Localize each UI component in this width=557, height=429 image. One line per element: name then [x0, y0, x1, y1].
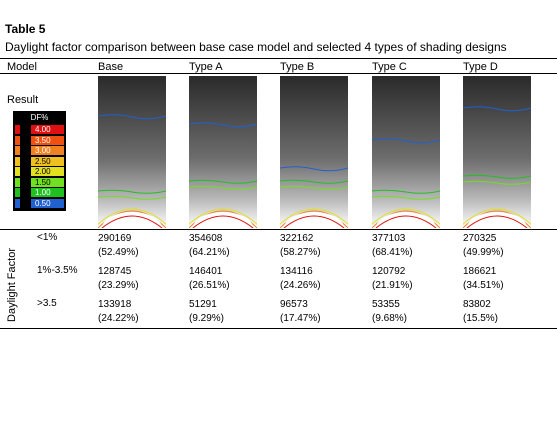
legend-value: 1.00 — [31, 188, 61, 197]
daylight-factor-label: Daylight Factor — [6, 248, 18, 322]
legend-swatch-left — [15, 177, 20, 187]
table-cell: 51291 (9.29%) — [189, 298, 224, 326]
table-cell: 134116 (24.26%) — [280, 265, 321, 293]
cell-percent: (68.41%) — [372, 247, 413, 258]
legend-value: 3.00 — [31, 146, 61, 155]
image-row-rule — [0, 229, 557, 230]
table-caption: Daylight factor comparison between base … — [5, 40, 507, 54]
cell-count: 354608 — [189, 233, 223, 244]
cell-percent: (24.22%) — [98, 313, 139, 324]
legend-swatch-left — [15, 135, 20, 145]
legend-swatch-right — [59, 188, 64, 197]
header-type-a: Type A — [189, 61, 223, 73]
cell-count: 128745 — [98, 266, 132, 277]
table-cell: 354608 (64.21%) — [189, 232, 230, 260]
cell-percent: (26.51%) — [189, 280, 230, 291]
row-label: 1%-3.5% — [37, 265, 78, 276]
render-base — [98, 76, 166, 228]
header-type-d: Type D — [463, 61, 498, 73]
cell-count: 377103 — [372, 233, 406, 244]
render-type-a — [189, 76, 257, 228]
legend-swatch-right — [59, 135, 64, 145]
legend-value: 2.00 — [31, 167, 61, 176]
cell-percent: (34.51%) — [463, 280, 504, 291]
table-cell: 120792 (21.91%) — [372, 265, 413, 293]
legend-swatch-left — [15, 188, 20, 197]
cell-count: 290169 — [98, 233, 132, 244]
table-cell: 53355 (9.68%) — [372, 298, 407, 326]
cell-count: 133918 — [98, 299, 132, 310]
legend-value: 1.50 — [31, 177, 61, 187]
df-legend: DF% 4.00 3.50 3.00 2.50 2.00 1.50 1.00 0.50 — [13, 111, 66, 211]
table-cell: 322162 (58.27%) — [280, 232, 321, 260]
table-number: Table 5 — [5, 22, 46, 36]
table-cell: 146401 (26.51%) — [189, 265, 230, 293]
render-type-b — [280, 76, 348, 228]
render-type-d — [463, 76, 531, 228]
table-cell: 270325 (49.99%) — [463, 232, 504, 260]
cell-count: 146401 — [189, 266, 223, 277]
cell-count: 51291 — [189, 299, 217, 310]
table-cell: 128745 (23.29%) — [98, 265, 139, 293]
legend-swatch-left — [15, 146, 20, 155]
table-cell: 83802 (15.5%) — [463, 298, 498, 326]
cell-count: 53355 — [372, 299, 400, 310]
cell-percent: (21.91%) — [372, 280, 413, 291]
legend-value: 3.50 — [31, 135, 61, 145]
table-cell: 377103 (68.41%) — [372, 232, 413, 260]
cell-percent: (49.99%) — [463, 247, 504, 258]
cell-count: 270325 — [463, 233, 497, 244]
legend-swatch-left — [15, 167, 20, 176]
cell-count: 83802 — [463, 299, 491, 310]
legend-swatch-right — [59, 125, 64, 134]
table-cell: 133918 (24.22%) — [98, 298, 139, 326]
table-cell: 290169 (52.49%) — [98, 232, 139, 260]
header-model: Model — [7, 61, 37, 73]
legend-value: 2.50 — [31, 156, 61, 166]
table-cell: 186621 (34.51%) — [463, 265, 504, 293]
cell-percent: (24.26%) — [280, 280, 321, 291]
legend-swatch-left — [15, 156, 20, 166]
header-base: Base — [98, 61, 124, 73]
cell-percent: (52.49%) — [98, 247, 139, 258]
table-cell: 96573 (17.47%) — [280, 298, 321, 326]
cell-count: 96573 — [280, 299, 308, 310]
row-label: >3.5 — [37, 298, 57, 309]
header-rule — [0, 73, 557, 74]
legend-swatch-right — [59, 198, 64, 208]
header-type-c: Type C — [372, 61, 407, 73]
legend-value: 0.50 — [31, 198, 61, 208]
header-type-b: Type B — [280, 61, 315, 73]
cell-count: 134116 — [280, 266, 313, 277]
legend-swatch-right — [59, 146, 64, 155]
cell-percent: (58.27%) — [280, 247, 321, 258]
cell-count: 186621 — [463, 266, 497, 277]
cell-count: 120792 — [372, 266, 406, 277]
cell-percent: (15.5%) — [463, 313, 499, 324]
row-label: <1% — [37, 232, 58, 243]
cell-percent: (9.29%) — [189, 313, 225, 324]
top-rule — [0, 58, 557, 59]
legend-value: 4.00 — [31, 125, 61, 134]
cell-percent: (9.68%) — [372, 313, 408, 324]
legend-title: DF% — [30, 113, 49, 122]
cell-percent: (17.47%) — [280, 313, 321, 324]
legend-swatch-left — [15, 125, 20, 134]
cell-percent: (23.29%) — [98, 280, 139, 291]
cell-percent: (64.21%) — [189, 247, 230, 258]
legend-swatch-right — [59, 156, 64, 166]
legend-swatch-left — [15, 198, 20, 208]
result-label: Result — [7, 94, 39, 106]
legend-swatch-right — [59, 167, 64, 176]
legend-swatch-right — [59, 177, 64, 187]
render-type-c — [372, 76, 440, 228]
bottom-rule — [0, 328, 557, 329]
cell-count: 322162 — [280, 233, 314, 244]
